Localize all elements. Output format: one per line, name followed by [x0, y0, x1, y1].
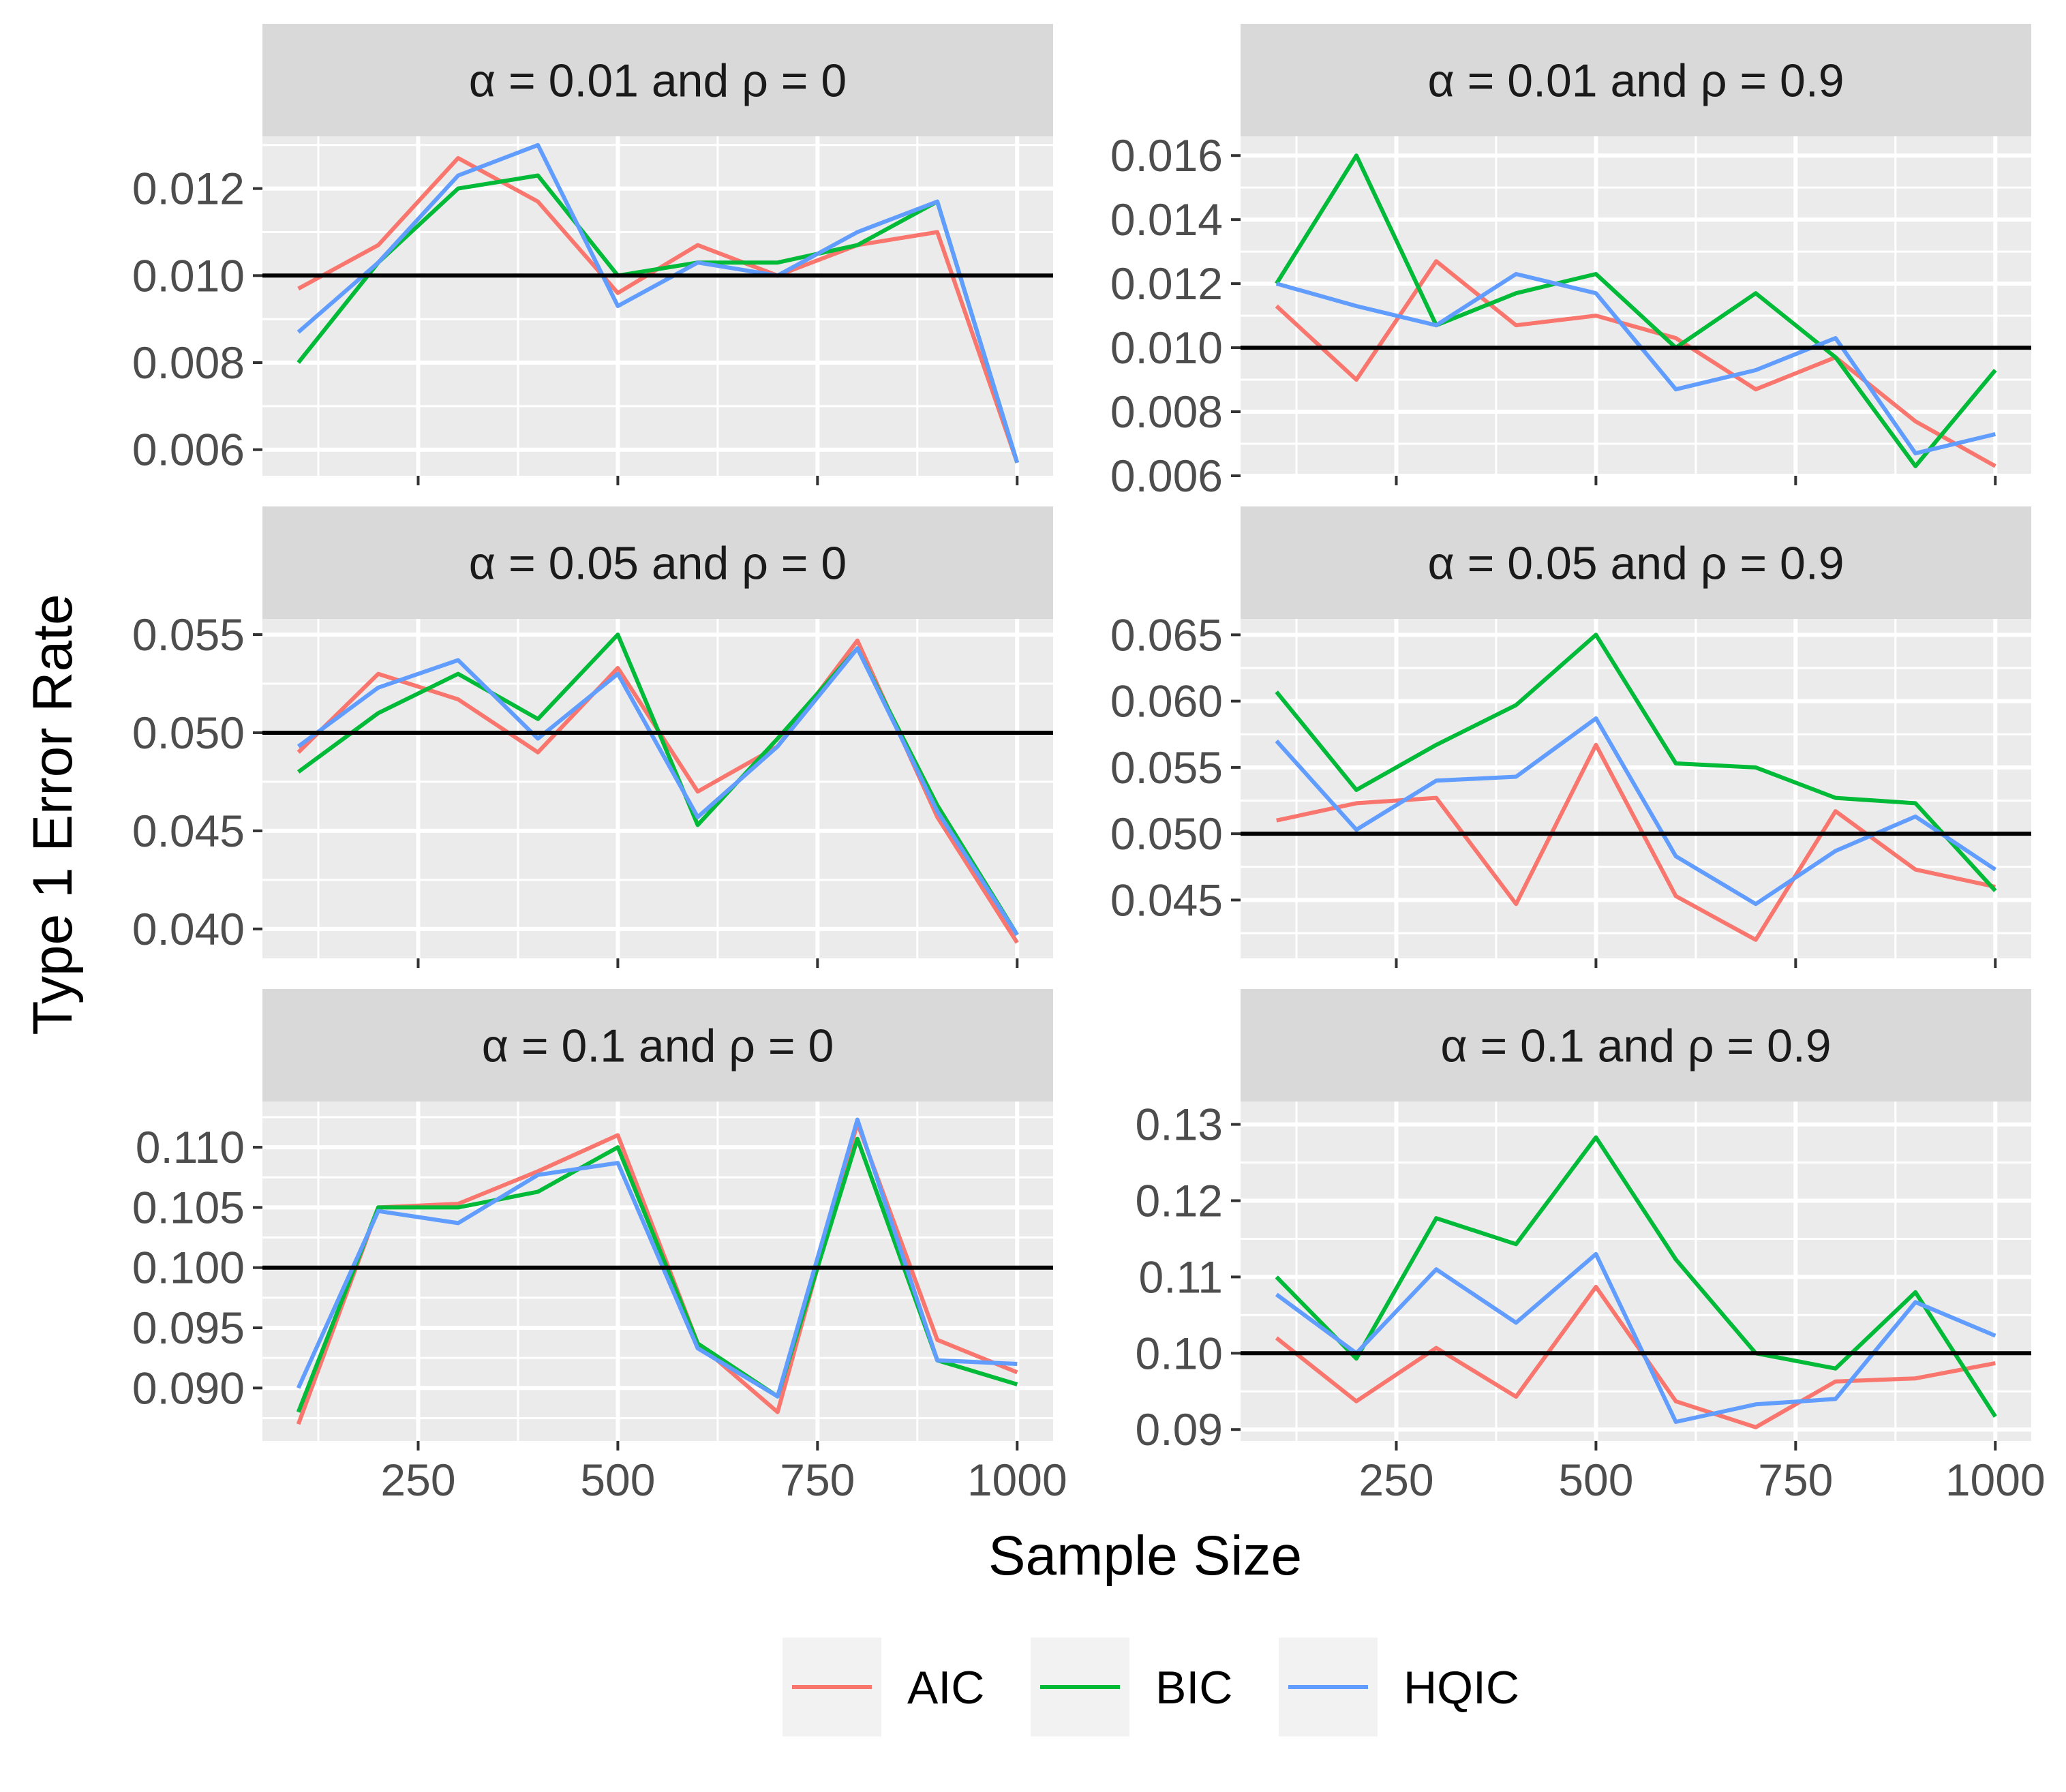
y-tick-label: 0.050 [1110, 808, 1223, 859]
panel-strip [262, 506, 1053, 619]
y-tick-label: 0.13 [1136, 1099, 1223, 1150]
y-tick-label: 0.09 [1136, 1404, 1223, 1455]
y-tick-label: 0.045 [1110, 875, 1223, 925]
legend-item-hqic: HQIC [1279, 1637, 1519, 1737]
panel-title: α = 0.05 and ρ = 0 [469, 538, 847, 590]
y-tick-label: 0.110 [136, 1122, 245, 1172]
panel-strip [1241, 989, 2031, 1102]
y-tick-label: 0.12 [1136, 1175, 1223, 1226]
y-tick-label: 0.006 [1110, 451, 1223, 501]
y-tick-label: 0.055 [132, 609, 245, 660]
legend: AIC BIC HQIC [783, 1637, 1519, 1737]
y-tick-label: 0.040 [132, 904, 245, 954]
series-line-bic [1275, 153, 1997, 468]
panel-strip [1241, 506, 2031, 619]
series-line-hqic [297, 646, 1019, 937]
x-tick-label: 500 [580, 1455, 655, 1505]
y-tick-label: 0.010 [132, 250, 245, 301]
panel-3: α = 0.05 and ρ = 0 0.040 0.045 0.050 0.055 [132, 506, 1053, 968]
legend-label: BIC [1155, 1662, 1232, 1714]
y-tick-label: 0.008 [132, 337, 245, 388]
series-line-hqic [1275, 1251, 1996, 1424]
panel-1: α = 0.01 and ρ = 0 0.006 0.008 0.010 0.012 [132, 24, 1053, 485]
y-tick-label: 0.055 [1110, 742, 1223, 793]
x-tick-label: 750 [1758, 1455, 1833, 1505]
series-line-bic [1275, 1135, 1997, 1418]
x-tick-label: 250 [1358, 1455, 1433, 1505]
y-tick-label: 0.095 [132, 1303, 245, 1353]
panel-title: α = 0.1 and ρ = 0.9 [1440, 1020, 1831, 1072]
series-line-hqic [296, 1117, 1018, 1399]
y-tick-label: 0.014 [1110, 194, 1223, 245]
series-line-aic [1275, 259, 1996, 468]
panel-background [262, 136, 1053, 476]
panel-background [262, 1102, 1053, 1441]
series-line-bic [296, 1136, 1018, 1413]
x-tick-label: 1000 [1945, 1455, 2046, 1505]
y-tick-label: 0.090 [132, 1363, 245, 1413]
y-tick-label: 0.10 [1136, 1328, 1223, 1378]
panel-4: α = 0.05 and ρ = 0.9 0.045 0.050 0.055 0.060… [1110, 506, 2031, 968]
panel-2: α = 0.01 and ρ = 0.9 0.006 0.008 0.010 0.012… [1110, 24, 2031, 501]
legend-label: HQIC [1403, 1662, 1519, 1714]
legend-item-aic: AIC [783, 1637, 984, 1737]
series-line-hqic [297, 142, 1020, 464]
panel-background [1241, 1102, 2031, 1441]
panel-title: α = 0.01 and ρ = 0.9 [1427, 55, 1844, 107]
legend-label: AIC [907, 1662, 984, 1714]
y-tick-label: 0.11 [1138, 1251, 1223, 1302]
y-tick-label: 0.008 [1110, 386, 1223, 437]
panel-strip [1241, 24, 2031, 136]
panel-5: α = 0.1 and ρ = 0 0.090 0.095 0.100 0.105 0.1… [132, 989, 1067, 1505]
panel-title: α = 0.1 and ρ = 0 [482, 1020, 834, 1072]
y-axis-title: Type 1 Error Rate [22, 594, 84, 1035]
y-tick-label: 0.045 [132, 806, 245, 856]
x-tick-label: 250 [380, 1455, 455, 1505]
y-tick-label: 0.006 [132, 425, 245, 475]
series-line-hqic [1275, 272, 1996, 456]
panel-title: α = 0.01 and ρ = 0 [469, 55, 847, 107]
y-tick-label: 0.050 [132, 708, 245, 758]
panel-strip [262, 24, 1053, 136]
y-tick-label: 0.105 [132, 1182, 245, 1232]
legend-item-bic: BIC [1031, 1637, 1232, 1737]
x-tick-label: 500 [1558, 1455, 1633, 1505]
x-axis-title: Sample Size [988, 1525, 1302, 1587]
y-tick-label: 0.012 [1110, 258, 1223, 309]
panel-strip [262, 989, 1053, 1102]
panel-background [262, 619, 1053, 958]
series-line-aic [1276, 742, 1996, 942]
y-tick-label: 0.010 [1110, 322, 1223, 373]
series-line-aic [1275, 1284, 1996, 1429]
panel-group: α = 0.01 and ρ = 00.0060.0080.0100.012α … [132, 24, 2046, 1505]
y-tick-label: 0.065 [1110, 609, 1223, 660]
series-line-bic [1275, 633, 1997, 892]
x-tick-label: 1000 [967, 1455, 1067, 1505]
y-tick-label: 0.100 [132, 1243, 245, 1293]
panel-6: α = 0.1 and ρ = 0.9 0.09 0.10 0.11 0.12 0.13 2… [1136, 989, 2046, 1505]
x-tick-label: 750 [780, 1455, 855, 1505]
y-tick-label: 0.016 [1110, 130, 1223, 181]
panel-title: α = 0.05 and ρ = 0.9 [1427, 538, 1844, 590]
y-tick-label: 0.060 [1110, 676, 1223, 727]
series-line-bic [297, 173, 1020, 464]
y-tick-label: 0.012 [132, 164, 245, 214]
